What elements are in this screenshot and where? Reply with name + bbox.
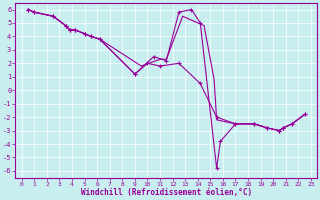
X-axis label: Windchill (Refroidissement éolien,°C): Windchill (Refroidissement éolien,°C) [81,188,252,197]
